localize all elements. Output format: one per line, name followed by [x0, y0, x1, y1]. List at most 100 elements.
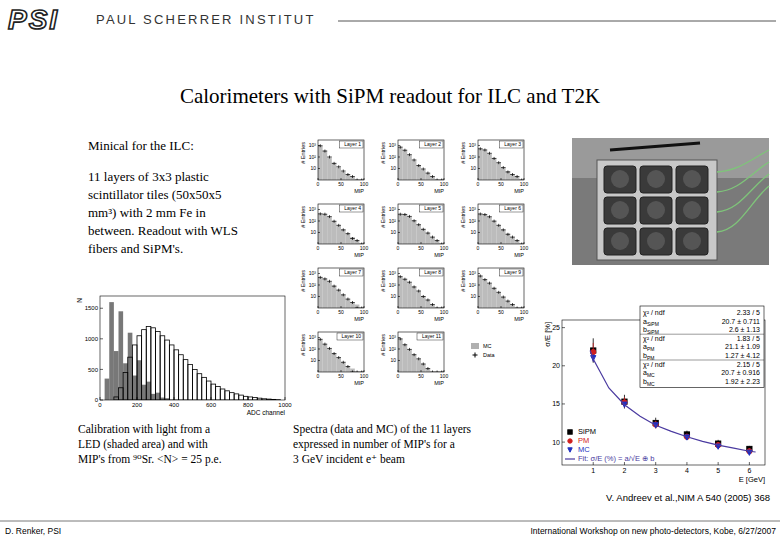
histogram-bin: [506, 171, 511, 180]
data-point: [398, 146, 403, 149]
x-tick-label: 100: [440, 181, 449, 187]
histogram-bin: [478, 149, 483, 180]
histogram-bin: [336, 168, 341, 180]
y-tick-label: 10: [310, 165, 316, 171]
x-axis-label: MIP: [354, 188, 364, 194]
histogram-bin: [114, 351, 119, 400]
data-point: [346, 365, 351, 368]
histogram-bin: [341, 295, 346, 308]
chart-title: Layer 1: [344, 141, 361, 147]
histogram-bin: [128, 357, 133, 400]
x-tick-label: 3: [654, 467, 658, 474]
y-tick-label: 10²: [309, 218, 317, 224]
x-axis-label: MIP: [434, 252, 444, 258]
histogram-bin: [412, 355, 417, 372]
x-tick: [248, 397, 249, 400]
x-tick: [444, 370, 445, 372]
data-point: [501, 228, 506, 231]
y-tick: [478, 168, 480, 169]
x-tick: [364, 306, 365, 308]
legend-label: PM: [578, 436, 589, 445]
data-point: [426, 232, 431, 235]
fit-parameter-value: 20.7 ± 0.916: [721, 369, 760, 376]
photo-tile: [640, 166, 672, 193]
plot-area: [398, 213, 444, 244]
legend-swatch: [568, 430, 572, 434]
data-point: [341, 228, 346, 231]
photo-pen: [610, 143, 700, 150]
y-axis-label: σ/E [%]: [543, 322, 552, 347]
legend-label: Fit: σ/E (%) = a/√E ⊕ b: [578, 454, 655, 463]
histogram-bin: [416, 225, 421, 244]
x-tick-label: 1: [591, 467, 595, 474]
x-tick-label: 50: [338, 373, 344, 379]
y-axis-label: # Entries: [380, 334, 386, 356]
histogram-bin: [492, 288, 497, 308]
legend-label: Data: [483, 352, 496, 358]
photo-tile: [676, 197, 708, 224]
photo-tile: [676, 166, 708, 193]
data-point: [350, 237, 355, 240]
data-point: [416, 223, 421, 226]
x-tick: [478, 242, 479, 244]
chart-title: Layer 3: [504, 141, 521, 147]
histogram-bin: [327, 282, 332, 308]
histogram-bin: [318, 214, 323, 244]
y-tick: [318, 156, 320, 157]
histogram-bin: [412, 287, 417, 308]
x-axis-label: MIP: [354, 316, 364, 322]
y-tick-label: 10²: [469, 282, 477, 288]
data-point: [510, 303, 515, 306]
x-tick: [421, 242, 422, 244]
y-axis-label: N: [76, 298, 83, 303]
y-tick: [398, 232, 400, 233]
x-tick-label: 0: [477, 245, 480, 251]
y-tick: [562, 442, 565, 443]
caption-line: Calibration with light from a: [78, 423, 210, 436]
x-tick: [524, 178, 525, 180]
data-point: [346, 298, 351, 301]
data-point: [341, 170, 346, 173]
data-point: [430, 303, 435, 306]
data-point: [332, 285, 337, 288]
data-point: [496, 161, 501, 164]
y-axis-label: # Entries: [460, 142, 466, 164]
institute-name: PAUL SCHERRER INSTITUT: [96, 12, 316, 27]
histogram-bin: [225, 391, 230, 400]
data-point: [318, 144, 323, 147]
data-point: [318, 338, 323, 341]
photo-tile: [604, 228, 636, 255]
histogram-bin: [398, 277, 403, 308]
histogram-bin: [407, 155, 412, 180]
data-point: [506, 233, 511, 236]
x-tick: [364, 370, 365, 372]
photo-tile-face: [683, 201, 701, 219]
x-tick: [749, 462, 750, 465]
y-axis-label: # Entries: [380, 206, 386, 228]
title-box: [500, 141, 523, 148]
photo-tile-face: [683, 232, 701, 250]
data-point: [483, 148, 488, 151]
histogram-bin: [506, 234, 511, 244]
histogram-bin: [114, 397, 119, 400]
data-point: [487, 152, 492, 155]
x-tick-label: 100: [440, 309, 449, 315]
data-point: [350, 175, 355, 178]
x-axis-label: MIP: [514, 252, 524, 258]
x-tick: [318, 178, 319, 180]
data-point: [403, 278, 408, 281]
y-tick: [318, 284, 320, 285]
photo-tile-face: [611, 201, 629, 219]
plot-frame: [318, 332, 364, 372]
logo: PSI: [8, 4, 59, 35]
x-tick: [478, 306, 479, 308]
data-point: [407, 153, 412, 156]
data-point: [355, 239, 360, 242]
histogram-bin: [206, 381, 211, 400]
histogram-bin: [318, 146, 323, 180]
x-tick-label: 50: [498, 181, 504, 187]
histogram-bin: [156, 331, 161, 400]
legend-swatch: [473, 353, 478, 358]
plot-area: [318, 212, 364, 244]
x-tick-label: 100: [360, 181, 369, 187]
